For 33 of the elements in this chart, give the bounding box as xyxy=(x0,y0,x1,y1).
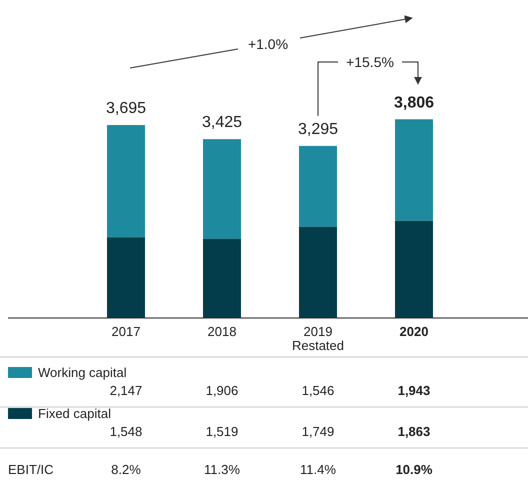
data-label: 2,147 xyxy=(110,383,142,398)
x-tick-label: 2018 xyxy=(208,324,236,339)
text: 10.9% xyxy=(396,462,433,477)
total-label: 3,806 xyxy=(394,94,434,112)
bar xyxy=(395,119,433,221)
x-tick-label: 2020 xyxy=(400,324,428,339)
legend-label: Fixed capital xyxy=(38,406,112,421)
total-label: 3,295 xyxy=(298,120,338,138)
bar xyxy=(203,238,241,318)
x-tick-label: 2017 xyxy=(112,324,140,339)
data-label: 1,943 xyxy=(398,383,430,398)
text: 8.2% xyxy=(111,462,142,477)
bar xyxy=(107,125,145,238)
legend-label: Working capital xyxy=(38,365,127,380)
x-tick-label: 2019 Restated xyxy=(292,324,344,353)
data-label: 1,519 xyxy=(206,424,238,439)
bar xyxy=(107,237,145,318)
text: EBIT/IC xyxy=(8,462,54,477)
data-label: 1,546 xyxy=(302,383,334,398)
text: 11.4% xyxy=(300,462,336,477)
bar xyxy=(299,146,337,227)
data-label: 1,906 xyxy=(206,383,238,398)
text: +1.0% xyxy=(248,36,288,52)
total-label: 3,695 xyxy=(106,100,146,118)
data-label: 1,749 xyxy=(302,424,334,439)
bar xyxy=(299,226,337,318)
data-label: 1,863 xyxy=(398,424,430,439)
bar xyxy=(203,139,241,239)
text: 11.3% xyxy=(204,462,240,477)
bar xyxy=(395,220,433,318)
data-label: 1,548 xyxy=(110,424,142,439)
total-label: 3,425 xyxy=(202,114,242,132)
text: +15.5% xyxy=(346,54,394,70)
